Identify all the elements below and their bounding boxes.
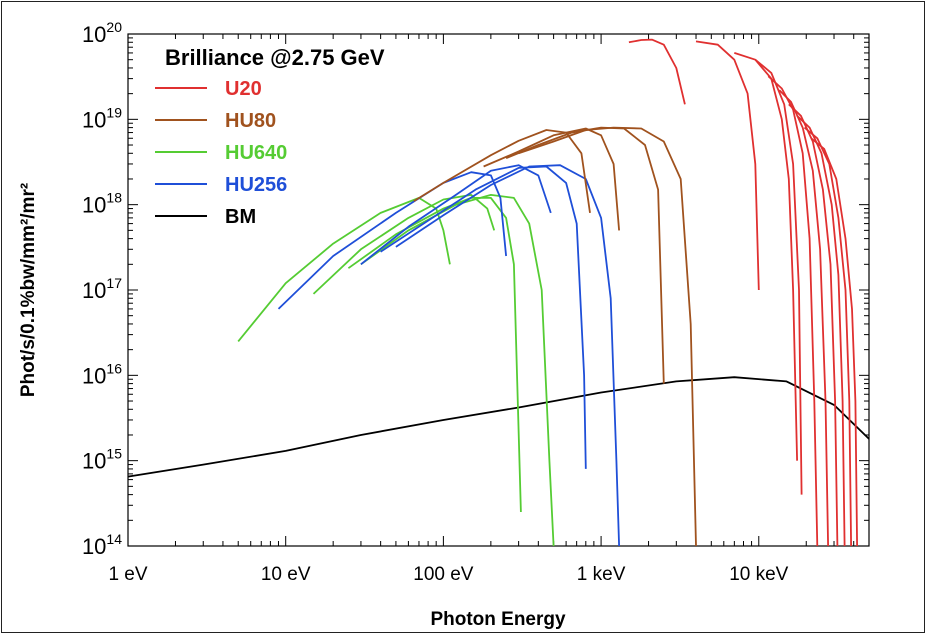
series-line-hu80 (483, 127, 620, 231)
legend-label: U20 (225, 78, 262, 100)
y-tick-label: 1020 (82, 19, 122, 47)
legend-label: BM (225, 206, 256, 228)
x-tick-labels: 1 eV 10 eV 100 eV 1 keV 10 keV (108, 564, 788, 585)
legend-label: HU640 (225, 142, 287, 164)
y-tick-label: 1019 (82, 104, 122, 132)
y-tick-labels: 1014 1015 1016 1017 1018 1019 1020 (82, 19, 122, 559)
series-line-u20 (628, 38, 686, 105)
series-line-u20 (788, 103, 839, 547)
legend-label: HU256 (225, 174, 287, 196)
x-axis-title: Photon Energy (430, 609, 566, 630)
x-tick-label: 10 eV (261, 564, 311, 585)
series-line-hu256 (360, 164, 552, 266)
series-line-u20 (810, 137, 858, 547)
series-line-u20 (778, 89, 829, 547)
series-line-bm (127, 376, 870, 478)
series-line-u20 (796, 115, 846, 547)
series-line-hu256 (277, 171, 507, 310)
legend-label: HU80 (225, 110, 276, 132)
y-axis-title: Phot/s/0.1%bw/mm²/mr² (18, 183, 39, 397)
series-line-hu80 (413, 129, 591, 214)
y-tick-label: 1015 (82, 446, 122, 474)
plot-area (127, 33, 870, 547)
series-line-hu256 (395, 164, 620, 547)
y-tick-label: 1017 (82, 275, 122, 303)
series-line-hu640 (360, 193, 555, 547)
chart-title: Brilliance @2.75 GeV (165, 45, 385, 70)
series-line-u20 (767, 75, 819, 547)
series-line-u20 (803, 126, 852, 547)
x-tick-label: 10 keV (729, 564, 788, 585)
x-tick-label: 1 keV (577, 564, 626, 585)
y-tick-label: 1014 (82, 531, 122, 559)
x-tick-label: 1 eV (108, 564, 147, 585)
x-tick-label: 100 eV (413, 564, 474, 585)
axis-ticks (127, 33, 870, 547)
series-line-u20 (754, 59, 803, 495)
y-tick-label: 1016 (82, 360, 122, 388)
y-tick-label: 1018 (82, 190, 122, 218)
legend: U20 HU80 HU640 HU256 BM (155, 78, 287, 228)
series-line-hu640 (312, 193, 496, 295)
series-line-u20 (695, 40, 760, 291)
series-line-hu80 (518, 126, 697, 547)
series-curves (127, 38, 870, 547)
series-line-hu640 (237, 196, 451, 342)
